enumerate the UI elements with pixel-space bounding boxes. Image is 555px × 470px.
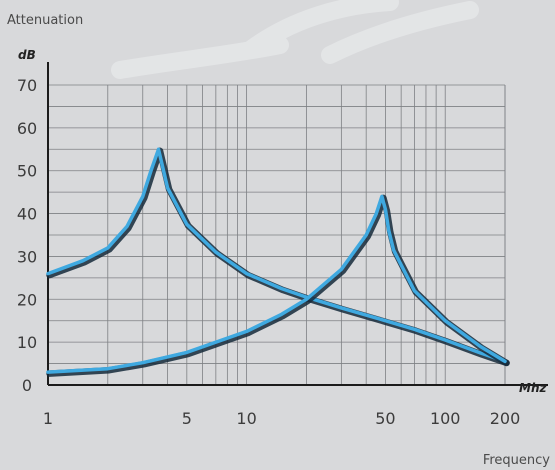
y-tick-label: 70: [17, 76, 37, 95]
x-tick-label: 5: [182, 409, 192, 428]
y-tick-label: 10: [17, 333, 37, 352]
background-watermark-swash: [111, 0, 479, 79]
y-tick-label: 0: [22, 376, 32, 395]
x-tick-label: 1: [43, 409, 53, 428]
plot-grid: [48, 84, 506, 386]
plot-axes: [47, 62, 548, 386]
y-tick-label: 30: [17, 247, 37, 266]
series-2-line: [46, 194, 507, 374]
y-tick-label: 20: [17, 290, 37, 309]
series-1-shadow: [46, 147, 510, 367]
series-1-line: [46, 147, 507, 364]
x-axis-unit: Mhz: [519, 381, 547, 395]
x-tick-label: 200: [490, 409, 521, 428]
chart-title: Attenuation: [7, 13, 83, 28]
tick-labels: 0 10 20 30 40 50 60 70 1 5 10 50 100 200: [17, 76, 520, 428]
x-tick-label: 10: [236, 409, 256, 428]
x-tick-label: 100: [430, 409, 461, 428]
x-tick-label: 50: [375, 409, 395, 428]
y-tick-label: 50: [17, 162, 37, 181]
y-tick-label: 40: [17, 205, 37, 224]
y-tick-label: 60: [17, 119, 37, 138]
x-axis-label: Frequency: [483, 453, 550, 468]
y-axis-label: dB: [18, 48, 36, 62]
plot-series: [46, 147, 510, 377]
